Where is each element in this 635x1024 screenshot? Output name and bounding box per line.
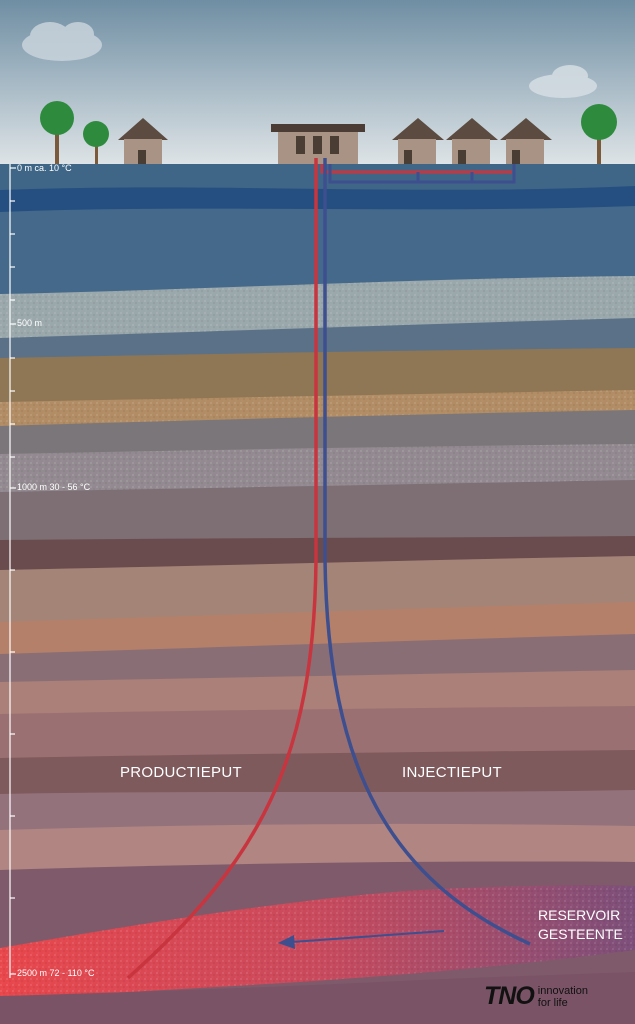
house-icon — [392, 118, 444, 164]
house-icon — [118, 118, 168, 164]
cloud-left — [22, 22, 102, 61]
injection-well — [323, 158, 531, 946]
reservoir-label-line1: RESERVOIR — [538, 907, 621, 923]
depth-label-500m: 500 m — [17, 318, 43, 328]
depth-scale — [9, 164, 16, 978]
tno-tagline-line1: innovation — [537, 984, 588, 997]
tno-logo-brand: TNO — [484, 982, 535, 1010]
house-icon — [446, 118, 498, 164]
injection-well-label: INJECTIEPUT — [402, 764, 502, 781]
reservoir-label: RESERVOIR GESTEENTE — [538, 906, 623, 944]
tno-logo: TNO innovation for life — [484, 982, 588, 1011]
plant-building-icon — [271, 124, 365, 164]
tno-tagline-line2: for life — [537, 996, 568, 1009]
cloud-right — [529, 65, 597, 98]
flow-arrow-icon — [278, 930, 445, 949]
depth-label-1000m: 1000 m 30 - 56 °C — [17, 482, 91, 492]
tree-icon — [40, 101, 74, 164]
house-icon — [500, 118, 552, 164]
depth-label-surface: 0 m ca. 10 °C — [17, 163, 72, 173]
production-well — [126, 158, 318, 980]
tno-logo-tagline: innovation for life — [538, 985, 588, 1009]
distribution-pipes — [320, 164, 516, 184]
depth-label-2500m: 2500 m 72 - 110 °C — [17, 968, 95, 978]
reservoir-label-line2: GESTEENTE — [538, 926, 623, 942]
tree-icon — [581, 104, 617, 164]
tree-icon — [83, 121, 109, 164]
production-well-label: PRODUCTIEPUT — [120, 764, 242, 781]
